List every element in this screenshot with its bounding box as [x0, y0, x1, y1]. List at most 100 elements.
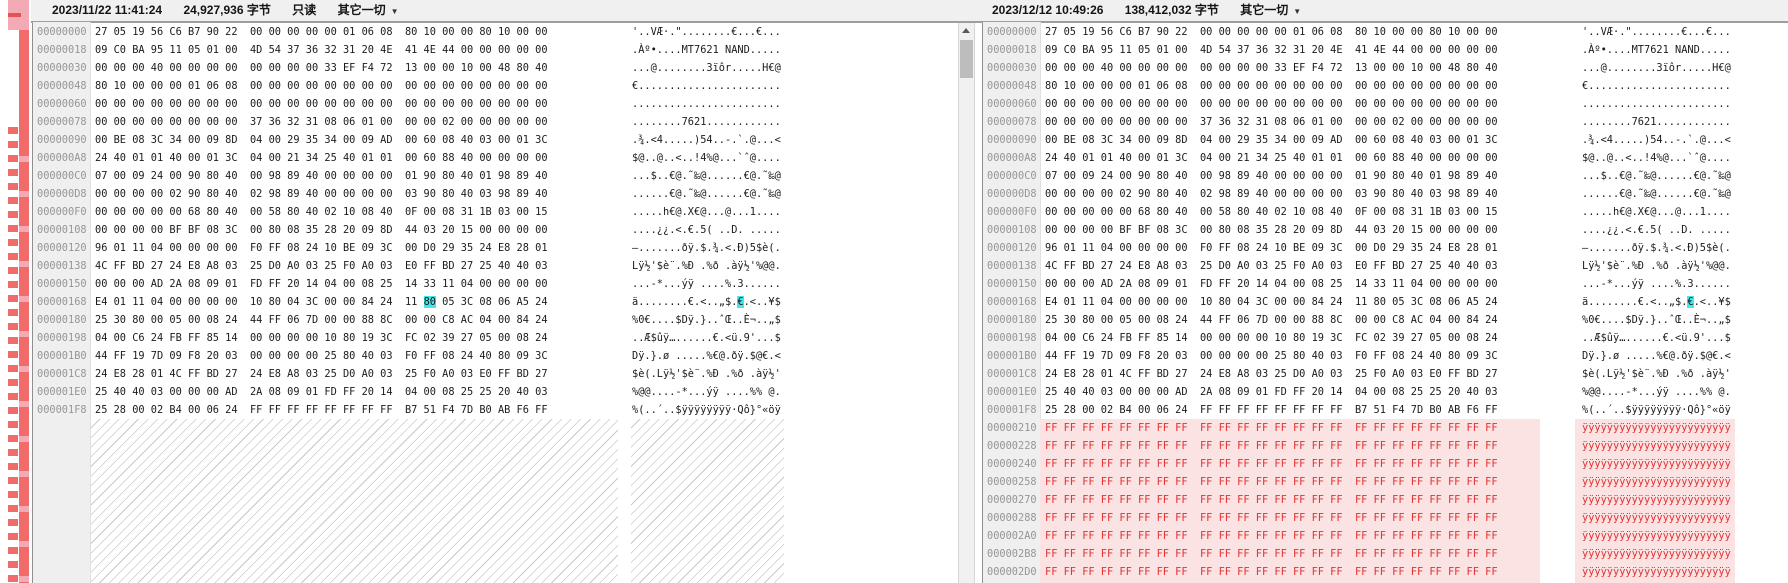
row-ascii[interactable]: ....¿¿.<.€.5( ..D. ..... [1582, 224, 1731, 236]
row-hex-bytes[interactable]: FF FF FF FF FF FF FF FF FF FF FF FF FF F… [1045, 458, 1498, 470]
row-ascii[interactable]: €....................... [632, 80, 781, 92]
location-pane[interactable] [0, 0, 31, 583]
row-ascii[interactable]: ...-*...ýÿ ....%.3...... [632, 278, 781, 290]
row-hex-bytes[interactable]: 07 00 09 24 00 90 80 40 00 98 89 40 00 0… [95, 170, 548, 182]
row-ascii[interactable]: ä........€.<..„$.€.<..¥$ [1582, 296, 1731, 308]
row-ascii[interactable]: '..VÆ·."........€...€... [1582, 26, 1731, 38]
row-ascii[interactable]: ........................ [1582, 98, 1731, 110]
row-ascii[interactable]: Dÿ.}.ø .....%€@.ðÿ.$@€.< [632, 350, 781, 362]
row-hex-bytes[interactable]: 4C FF BD 27 24 E8 A8 03 25 D0 A0 03 25 F… [1045, 260, 1498, 272]
row-hex-bytes[interactable]: 25 40 40 03 00 00 00 AD 2A 08 09 01 FD F… [95, 386, 548, 398]
row-ascii[interactable]: %(..´..$ÿÿÿÿÿÿÿÿ·Qô}°«öÿ [1582, 404, 1731, 416]
selected-byte-ascii[interactable]: € [737, 296, 744, 308]
row-hex-bytes[interactable]: 00 00 00 00 00 00 00 00 37 36 32 31 08 0… [1045, 116, 1498, 128]
row-hex-bytes[interactable]: 24 E8 28 01 4C FF BD 27 24 E8 A8 03 25 D… [1045, 368, 1498, 380]
row-hex-bytes[interactable]: 25 28 00 02 B4 00 06 24 FF FF FF FF FF F… [95, 404, 548, 416]
row-ascii[interactable]: ÿÿÿÿÿÿÿÿÿÿÿÿÿÿÿÿÿÿÿÿÿÿÿÿ [1582, 458, 1731, 470]
row-ascii[interactable]: ....¿¿.<.€.5( ..D. ..... [632, 224, 781, 236]
row-hex-bytes[interactable]: 00 00 00 40 00 00 00 00 00 00 00 00 33 E… [95, 62, 548, 74]
row-hex-bytes[interactable]: 25 28 00 02 B4 00 06 24 FF FF FF FF FF F… [1045, 404, 1498, 416]
row-hex-bytes[interactable]: FF FF FF FF FF FF FF FF FF FF FF FF FF F… [1045, 548, 1498, 560]
row-ascii[interactable]: $@..@..<..!4%@...`ˆ@.... [632, 152, 781, 164]
row-hex-bytes[interactable]: 00 00 00 00 02 90 80 40 02 98 89 40 00 0… [1045, 188, 1498, 200]
row-ascii[interactable]: %(..´..$ÿÿÿÿÿÿÿÿ·Qô}°«öÿ [632, 404, 781, 416]
row-ascii[interactable]: ...@........3ïôr.....H€@ [1582, 62, 1731, 74]
row-ascii[interactable]: Lÿ½'$è¨.%Ð .%ð .àÿ½'%@@. [1582, 260, 1731, 272]
row-hex-bytes[interactable]: 00 00 00 00 00 00 00 00 00 00 00 00 00 0… [1045, 98, 1498, 110]
row-hex-bytes[interactable]: FF FF FF FF FF FF FF FF FF FF FF FF FF F… [1045, 422, 1498, 434]
row-ascii[interactable]: ÿÿÿÿÿÿÿÿÿÿÿÿÿÿÿÿÿÿÿÿÿÿÿÿ [1582, 494, 1731, 506]
row-hex-bytes[interactable]: 80 10 00 00 00 01 06 08 00 00 00 00 00 0… [95, 80, 548, 92]
row-hex-bytes[interactable]: FF FF FF FF FF FF FF FF FF FF FF FF FF F… [1045, 530, 1498, 542]
row-ascii[interactable]: ...@........3ïôr.....H€@ [632, 62, 781, 74]
row-hex-bytes[interactable]: 4C FF BD 27 24 E8 A8 03 25 D0 A0 03 25 F… [95, 260, 548, 272]
row-hex-bytes[interactable]: 00 00 00 AD 2A 08 09 01 FD FF 20 14 04 0… [95, 278, 548, 290]
left-filter-dropdown[interactable]: 其它一切 ▼ [338, 3, 399, 17]
row-hex-bytes[interactable]: FF FF FF FF FF FF FF FF FF FF FF FF FF F… [1045, 476, 1498, 488]
row-hex-bytes[interactable]: 27 05 19 56 C6 B7 90 22 00 00 00 00 00 0… [95, 26, 548, 38]
row-hex-bytes[interactable]: 00 00 00 40 00 00 00 00 00 00 00 00 33 E… [1045, 62, 1498, 74]
row-ascii[interactable]: Lÿ½'$è¨.%Ð .%ð .àÿ½'%@@. [632, 260, 781, 272]
row-ascii[interactable]: ÿÿÿÿÿÿÿÿÿÿÿÿÿÿÿÿÿÿÿÿÿÿÿÿ [1582, 476, 1731, 488]
row-hex-bytes[interactable]: 25 30 80 00 05 00 08 24 44 FF 06 7D 00 0… [1045, 314, 1498, 326]
row-ascii[interactable]: ......€@.˜‰@......€@.˜‰@ [1582, 188, 1731, 200]
row-ascii[interactable]: .Àº•....MT7621 NAND..... [632, 44, 781, 56]
row-ascii[interactable]: ÿÿÿÿÿÿÿÿÿÿÿÿÿÿÿÿÿÿÿÿÿÿÿÿ [1582, 422, 1731, 434]
row-ascii[interactable]: $@..@..<..!4%@...`ˆ@.... [1582, 152, 1731, 164]
row-ascii[interactable]: €....................... [1582, 80, 1731, 92]
row-hex-bytes[interactable]: 25 30 80 00 05 00 08 24 44 FF 06 7D 00 0… [95, 314, 548, 326]
row-ascii[interactable]: .¾.<4.....)54..-.`.@...< [1582, 134, 1731, 146]
row-ascii[interactable]: ........................ [632, 98, 781, 110]
row-hex-bytes[interactable]: 24 E8 28 01 4C FF BD 27 24 E8 A8 03 25 D… [95, 368, 548, 380]
row-hex-bytes[interactable]: 44 FF 19 7D 09 F8 20 03 00 00 00 00 25 8… [1045, 350, 1498, 362]
row-hex-bytes[interactable]: 80 10 00 00 00 01 06 08 00 00 00 00 00 0… [1045, 80, 1498, 92]
row-ascii[interactable]: ÿÿÿÿÿÿÿÿÿÿÿÿÿÿÿÿÿÿÿÿÿÿÿÿ [1582, 548, 1731, 560]
row-hex-bytes[interactable]: 07 00 09 24 00 90 80 40 00 98 89 40 00 0… [1045, 170, 1498, 182]
row-ascii[interactable]: ÿÿÿÿÿÿÿÿÿÿÿÿÿÿÿÿÿÿÿÿÿÿÿÿ [1582, 530, 1731, 542]
row-hex-bytes[interactable]: FF FF FF FF FF FF FF FF FF FF FF FF FF F… [1045, 494, 1498, 506]
row-hex-bytes[interactable]: 00 00 00 00 00 00 00 00 37 36 32 31 08 0… [95, 116, 548, 128]
row-hex-bytes[interactable]: 00 00 00 00 02 90 80 40 02 98 89 40 00 0… [95, 188, 548, 200]
row-hex-bytes[interactable]: 09 C0 BA 95 11 05 01 00 4D 54 37 36 32 3… [1045, 44, 1498, 56]
row-ascii[interactable]: ........7621............ [632, 116, 781, 128]
row-hex-bytes[interactable]: 00 00 00 AD 2A 08 09 01 FD FF 20 14 04 0… [1045, 278, 1498, 290]
vertical-scrollbar[interactable] [958, 23, 975, 583]
row-hex-bytes[interactable]: 25 40 40 03 00 00 00 AD 2A 08 09 01 FD F… [1045, 386, 1498, 398]
scroll-up-button[interactable] [959, 23, 974, 39]
row-hex-bytes[interactable]: E4 01 11 04 00 00 00 00 10 80 04 3C 00 0… [1045, 296, 1498, 308]
row-hex-bytes[interactable]: FF FF FF FF FF FF FF FF FF FF FF FF FF F… [1045, 440, 1498, 452]
row-hex-bytes[interactable]: 44 FF 19 7D 09 F8 20 03 00 00 00 00 25 8… [95, 350, 548, 362]
row-ascii[interactable]: %@@....-*...ýÿ ....%% @. [1582, 386, 1731, 398]
row-hex-bytes[interactable]: 00 00 00 00 00 68 80 40 00 58 80 40 02 1… [95, 206, 548, 218]
row-hex-bytes[interactable]: 00 00 00 00 BF BF 08 3C 00 80 08 35 28 2… [95, 224, 548, 236]
row-hex-bytes[interactable]: 04 00 C6 24 FB FF 85 14 00 00 00 00 10 8… [1045, 332, 1498, 344]
row-ascii[interactable]: %0€....$Dÿ.}..ˆŒ..È¬..„$ [1582, 314, 1731, 326]
row-hex-bytes[interactable]: 00 00 00 00 BF BF 08 3C 00 80 08 35 28 2… [1045, 224, 1498, 236]
row-hex-bytes[interactable]: FF FF FF FF FF FF FF FF FF FF FF FF FF F… [1045, 566, 1498, 578]
selected-byte-hex[interactable]: 80 [423, 296, 436, 308]
row-ascii[interactable]: ........7621............ [1582, 116, 1731, 128]
row-ascii[interactable]: $è(.Lÿ½'$è¨.%Ð .%ð .àÿ½' [632, 368, 781, 380]
row-ascii[interactable]: ..Æ$ûÿ…......€.<ü.9'...$ [632, 332, 781, 344]
row-hex-bytes[interactable]: 00 BE 08 3C 34 00 09 8D 04 00 29 35 34 0… [1045, 134, 1498, 146]
row-hex-bytes[interactable]: E4 01 11 04 00 00 00 00 10 80 04 3C 00 0… [95, 296, 548, 308]
row-ascii[interactable]: ÿÿÿÿÿÿÿÿÿÿÿÿÿÿÿÿÿÿÿÿÿÿÿÿ [1582, 566, 1731, 578]
row-ascii[interactable]: %0€....$Dÿ.}..ˆŒ..È¬..„$ [632, 314, 781, 326]
row-hex-bytes[interactable]: 24 40 01 01 40 00 01 3C 04 00 21 34 25 4… [1045, 152, 1498, 164]
row-ascii[interactable]: ..Æ$ûÿ…......€.<ü.9'...$ [1582, 332, 1731, 344]
row-hex-bytes[interactable]: 04 00 C6 24 FB FF 85 14 00 00 00 00 10 8… [95, 332, 548, 344]
row-ascii[interactable]: ä........€.<..„$.€.<..¥$ [632, 296, 781, 308]
row-ascii[interactable]: –.......ðÿ.$.¾.<.Ð)5$è(. [1582, 242, 1731, 254]
row-hex-bytes[interactable]: 24 40 01 01 40 00 01 3C 04 00 21 34 25 4… [95, 152, 548, 164]
row-ascii[interactable]: Dÿ.}.ø .....%€@.ðÿ.$@€.< [1582, 350, 1731, 362]
scrollbar-thumb[interactable] [960, 40, 973, 78]
right-filter-dropdown[interactable]: 其它一切 ▼ [1240, 3, 1301, 17]
row-hex-bytes[interactable]: 27 05 19 56 C6 B7 90 22 00 00 00 00 00 0… [1045, 26, 1498, 38]
row-ascii[interactable]: ...$..€@.˜‰@......€@.˜‰@ [632, 170, 781, 182]
row-ascii[interactable]: %@@....-*...ýÿ ....%% @. [632, 386, 781, 398]
row-hex-bytes[interactable]: 00 00 00 00 00 00 00 00 00 00 00 00 00 0… [95, 98, 548, 110]
row-ascii[interactable]: '..VÆ·."........€...€... [632, 26, 781, 38]
row-ascii[interactable]: .¾.<4.....)54..-.`.@...< [632, 134, 781, 146]
selected-byte-ascii[interactable]: € [1687, 296, 1694, 308]
row-ascii[interactable]: ...-*...ýÿ ....%.3...... [1582, 278, 1731, 290]
